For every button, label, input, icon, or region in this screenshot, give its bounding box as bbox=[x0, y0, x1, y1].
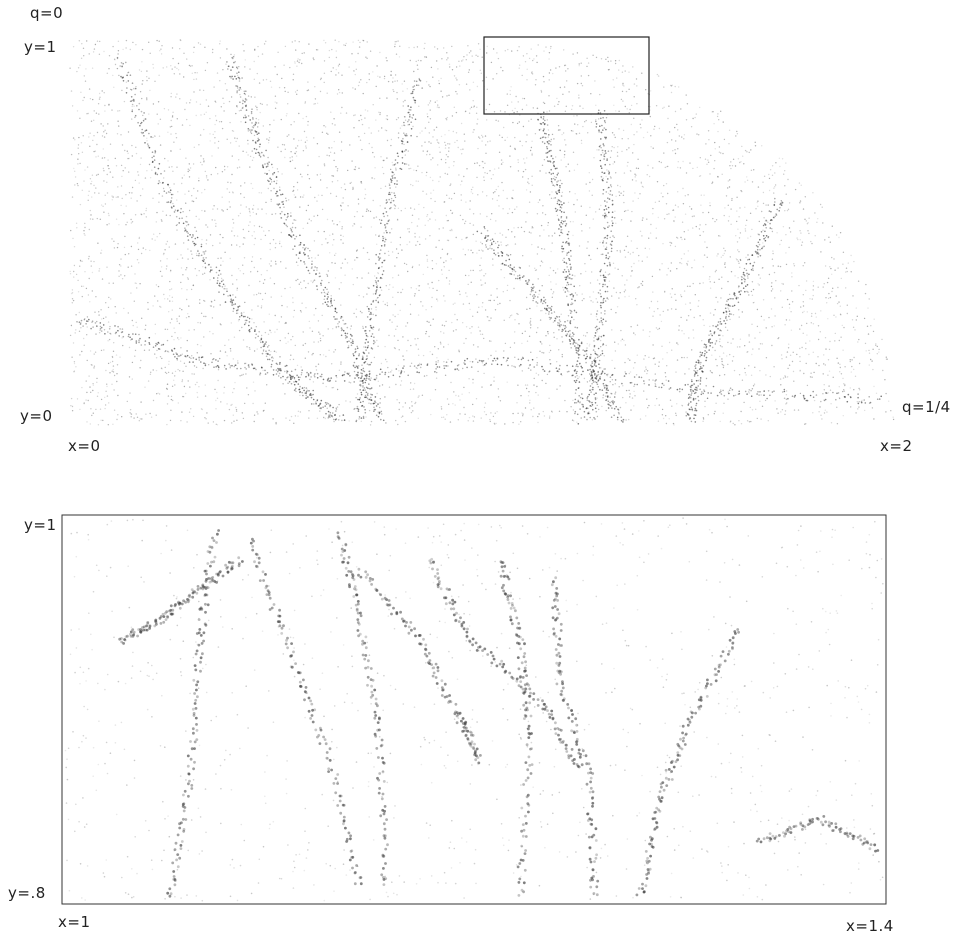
bottom-y-min-label: y=.8 bbox=[8, 884, 46, 902]
top-panel-density-plot bbox=[69, 39, 895, 426]
top-q-right-label: q=1/4 bbox=[902, 398, 951, 416]
bottom-x-max-label: x=1.4 bbox=[846, 917, 894, 935]
top-y-max-label: y=1 bbox=[24, 38, 57, 56]
top-q-label: q=0 bbox=[30, 4, 64, 22]
top-y-min-label: y=0 bbox=[20, 407, 53, 425]
bottom-y-max-label: y=1 bbox=[24, 516, 57, 534]
bottom-panel-frame bbox=[61, 514, 887, 905]
bottom-x-min-label: x=1 bbox=[58, 913, 91, 931]
top-x-min-label: x=0 bbox=[68, 437, 101, 455]
top-x-max-label: x=2 bbox=[880, 437, 913, 455]
bottom-panel-density-plot bbox=[64, 517, 884, 902]
zoom-region-box bbox=[483, 36, 650, 115]
